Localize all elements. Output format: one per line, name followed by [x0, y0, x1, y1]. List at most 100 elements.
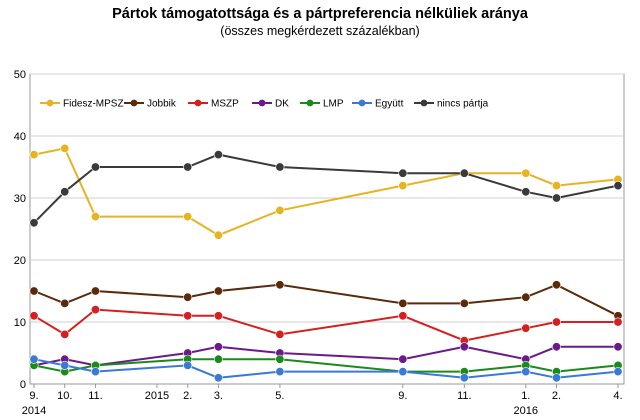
data-point — [183, 212, 193, 222]
legend-item: MSZP — [188, 99, 239, 110]
legend-label: MSZP — [211, 99, 239, 110]
data-point — [275, 205, 285, 215]
data-point — [398, 367, 408, 377]
legend-item: LMP — [300, 99, 344, 110]
x-tick-label: 3. — [214, 390, 223, 402]
data-point — [459, 342, 469, 352]
legend-item: Fidesz-MPSZ — [40, 99, 124, 110]
legend-marker — [258, 99, 266, 107]
data-point — [213, 286, 223, 296]
data-point — [213, 373, 223, 383]
data-point — [60, 329, 70, 339]
data-point — [29, 311, 39, 321]
legend-marker — [358, 99, 366, 107]
data-point — [521, 187, 531, 197]
x-tick-year-label: 2016 — [514, 405, 538, 417]
x-axis-ticks: 9. 2014 10. 11. 2015 2. 3. 5. 9. 11. 1. 2016 2. 4. — [22, 384, 623, 417]
data-point — [552, 373, 562, 383]
data-point — [183, 292, 193, 302]
x-tick-label: 11. — [457, 390, 471, 402]
data-point — [90, 212, 100, 222]
legend-label: Fidesz-MPSZ — [63, 99, 124, 110]
data-point — [613, 317, 623, 327]
data-point — [398, 168, 408, 178]
data-point — [521, 168, 531, 178]
chart-title: Pártok támogatottsága és a pártpreferenc… — [112, 6, 528, 22]
y-tick-label: 40 — [14, 131, 26, 143]
legend-label: DK — [275, 99, 289, 110]
series-jobbik — [29, 280, 623, 321]
data-point — [60, 187, 70, 197]
plot-area — [29, 73, 625, 385]
data-point — [90, 286, 100, 296]
legend-marker — [46, 99, 54, 107]
data-point — [613, 181, 623, 191]
x-tick-label: 2. — [552, 390, 561, 402]
data-point — [552, 280, 562, 290]
x-tick-year-label: 2014 — [22, 405, 46, 417]
y-tick-label: 50 — [14, 69, 26, 81]
data-point — [459, 298, 469, 308]
data-point — [183, 360, 193, 370]
data-point — [90, 305, 100, 315]
x-tick-label: 4. — [613, 390, 622, 402]
data-point — [275, 354, 285, 364]
data-point — [60, 360, 70, 370]
data-point — [213, 354, 223, 364]
data-point — [275, 162, 285, 172]
data-point — [213, 230, 223, 240]
series-egy-tt — [29, 354, 623, 383]
chart-subtitle: (összes megkérdezett százalékban) — [220, 24, 420, 38]
series-layer — [29, 143, 623, 383]
x-tick-label: 11. — [88, 390, 102, 402]
legend-item: Jobbik — [124, 99, 177, 110]
y-tick-label: 10 — [14, 317, 26, 329]
x-tick-label: 9. — [29, 390, 38, 402]
legend-item: nincs pártja — [414, 99, 489, 110]
series-dk — [29, 342, 623, 370]
y-axis-ticks: 0 10 20 30 40 50 — [14, 69, 26, 391]
data-point — [398, 298, 408, 308]
gridlines — [30, 73, 624, 323]
x-tick-label: 2. — [183, 390, 192, 402]
data-point — [90, 367, 100, 377]
data-point — [552, 193, 562, 203]
data-point — [552, 342, 562, 352]
data-point — [521, 323, 531, 333]
data-point — [552, 317, 562, 327]
data-point — [459, 373, 469, 383]
data-point — [29, 218, 39, 228]
legend-marker — [130, 99, 138, 107]
legend-label: LMP — [323, 99, 344, 110]
data-point — [60, 298, 70, 308]
data-point — [521, 292, 531, 302]
data-point — [213, 311, 223, 321]
x-tick-label: 5. — [275, 390, 284, 402]
data-point — [90, 162, 100, 172]
data-point — [552, 181, 562, 191]
data-point — [29, 354, 39, 364]
x-tick-label: 2015 — [145, 390, 169, 402]
legend-label: Jobbik — [147, 99, 177, 110]
data-point — [213, 342, 223, 352]
y-tick-label: 20 — [14, 255, 26, 267]
data-point — [29, 150, 39, 160]
data-point — [275, 367, 285, 377]
x-tick-label: 1. — [521, 390, 530, 402]
legend-label: nincs pártja — [437, 99, 489, 110]
legend-item: DK — [252, 99, 289, 110]
x-tick-label: 10. — [57, 390, 72, 402]
data-point — [459, 168, 469, 178]
legend-marker — [306, 99, 314, 107]
data-point — [398, 311, 408, 321]
y-tick-label: 0 — [20, 379, 26, 391]
legend-marker — [194, 99, 202, 107]
data-point — [213, 150, 223, 160]
legend-label: Együtt — [375, 99, 404, 110]
y-tick-label: 30 — [14, 193, 26, 205]
data-point — [613, 367, 623, 377]
series-mszp — [29, 305, 623, 346]
legend-marker — [420, 99, 428, 107]
series-fidesz-mpsz — [29, 143, 623, 240]
